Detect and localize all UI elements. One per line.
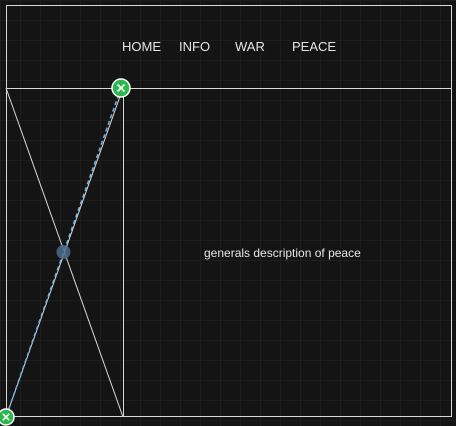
nav-item-war[interactable]: WAR — [235, 39, 265, 54]
wireframe-frame[interactable]: HOME INFO WAR PEACE generals description… — [6, 5, 452, 417]
nav-item-info[interactable]: INFO — [179, 39, 211, 54]
selected-line[interactable] — [5, 87, 122, 418]
nav-bar: HOME INFO WAR PEACE — [7, 39, 451, 55]
nav-item-peace[interactable]: PEACE — [292, 39, 337, 54]
midpoint-handle[interactable] — [56, 245, 71, 259]
header: HOME INFO WAR PEACE — [7, 6, 451, 89]
close-icon[interactable] — [0, 408, 15, 426]
close-icon[interactable] — [111, 78, 131, 98]
nav-item-home[interactable]: HOME — [122, 39, 161, 54]
image-placeholder[interactable] — [7, 89, 124, 416]
description-text: generals description of peace — [204, 246, 361, 260]
